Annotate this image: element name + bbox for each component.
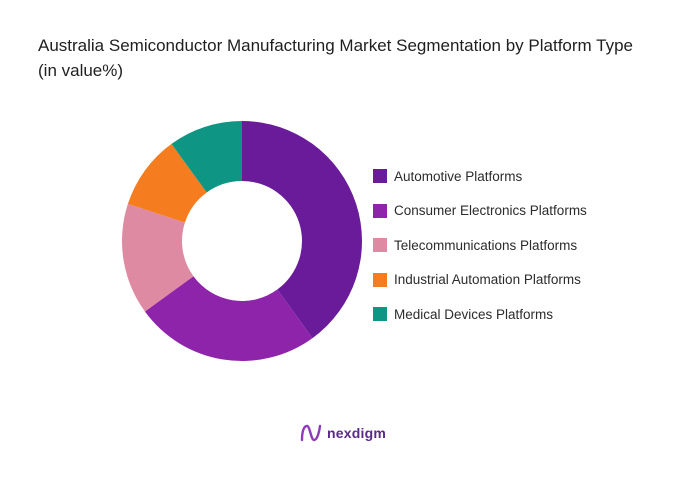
donut-slice xyxy=(127,143,207,223)
donut-slice xyxy=(171,121,242,193)
legend-swatch xyxy=(373,203,387,218)
chart-title: Australia Semiconductor Manufacturing Ma… xyxy=(38,36,633,80)
legend-item: Automotive Platforms xyxy=(373,166,587,186)
legend-swatch xyxy=(373,169,387,183)
donut-slice xyxy=(242,121,362,339)
legend-swatch xyxy=(373,272,387,287)
legend-item: Consumer Electronics Platforms xyxy=(373,201,587,221)
donut-slice xyxy=(121,203,194,312)
brand-logo: nexdigm xyxy=(300,423,386,443)
legend-label: Consumer Electronics Platforms xyxy=(394,203,587,218)
legend-swatch xyxy=(373,307,387,321)
legend-label: Medical Devices Platforms xyxy=(394,306,554,322)
legend-label: Automotive Platforms xyxy=(394,168,523,184)
chart-legend: Automotive Platforms Consumer Electronics… xyxy=(373,166,587,339)
legend-label: Industrial Automation Platforms xyxy=(394,272,581,287)
legend-item: Medical Devices Platforms xyxy=(373,304,587,324)
nexdigm-logo-icon xyxy=(300,424,322,442)
brand-name: nexdigm xyxy=(327,425,386,441)
donut-slice xyxy=(144,276,313,362)
legend-swatch xyxy=(373,238,387,252)
legend-item: Telecommunications Platforms xyxy=(373,235,587,255)
legend-label: Telecommunications Platforms xyxy=(394,237,578,253)
legend-item: Industrial Automation Platforms xyxy=(373,270,587,290)
donut-slices xyxy=(121,121,362,362)
